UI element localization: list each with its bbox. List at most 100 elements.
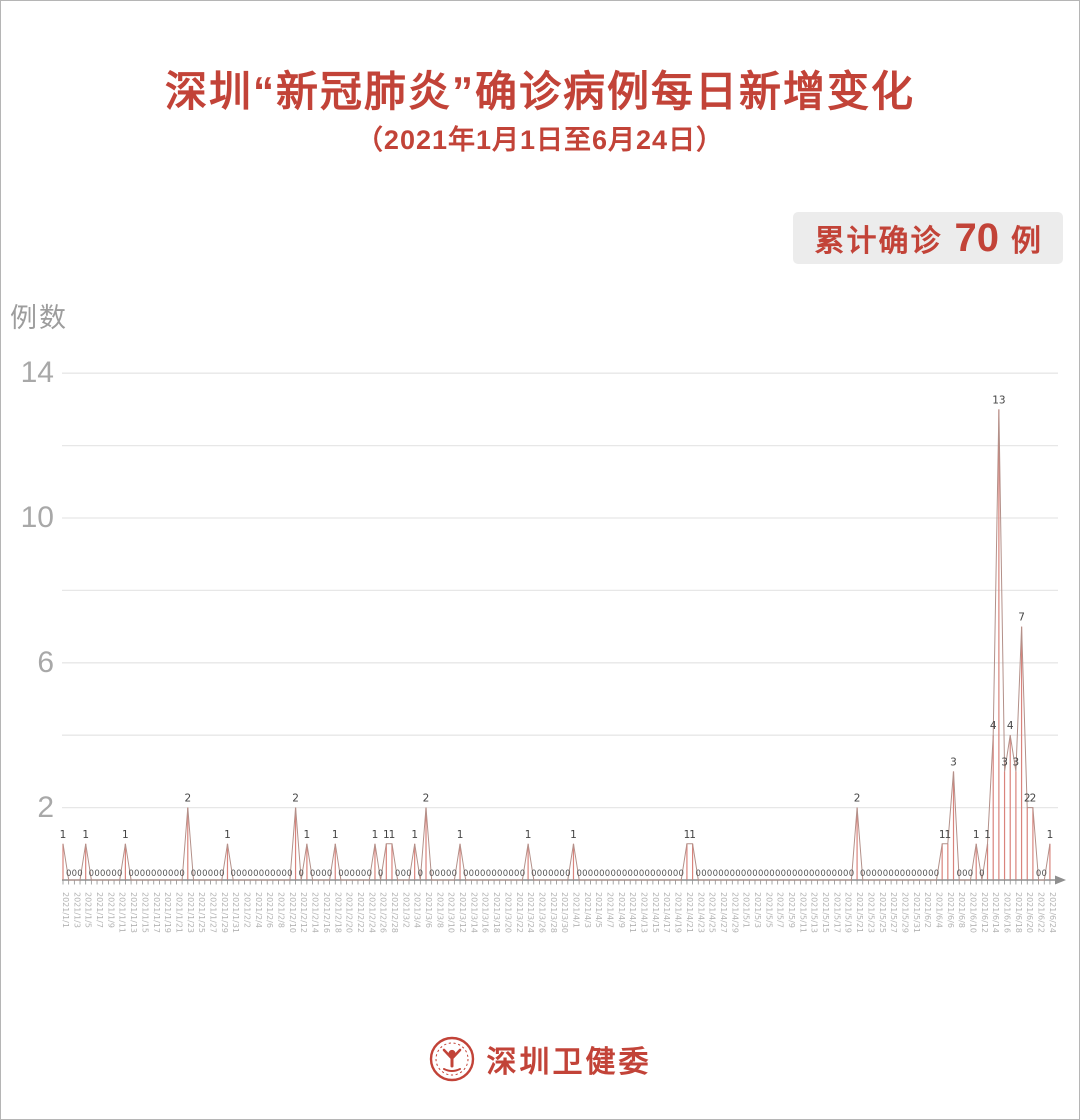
svg-text:0: 0 [775, 869, 780, 879]
svg-text:0: 0 [747, 869, 752, 879]
svg-text:2021/1/31: 2021/1/31 [231, 892, 240, 933]
svg-text:0: 0 [89, 869, 94, 879]
svg-text:0: 0 [395, 869, 400, 879]
svg-text:2021/5/23: 2021/5/23 [866, 892, 875, 933]
svg-text:2021/3/26: 2021/3/26 [537, 892, 546, 933]
svg-text:0: 0 [588, 869, 593, 879]
cumulative-total-badge: 累计确诊 70 例 [792, 212, 1063, 264]
svg-text:0: 0 [480, 869, 485, 879]
svg-text:0: 0 [554, 869, 559, 879]
svg-text:0: 0 [452, 869, 457, 879]
svg-text:4: 4 [990, 720, 997, 732]
svg-text:0: 0 [673, 869, 678, 879]
x-axis-date-labels: 2021/1/1 2021/1/3 2021/1/5 2021/1/7 2021/1/9… [61, 892, 1057, 933]
svg-text:0: 0 [111, 869, 116, 879]
svg-text:0: 0 [860, 869, 865, 879]
svg-text:2021/2/8: 2021/2/8 [277, 892, 286, 928]
svg-text:0: 0 [316, 869, 321, 879]
svg-text:2021/1/9: 2021/1/9 [106, 892, 115, 928]
svg-text:0: 0 [1036, 869, 1041, 879]
svg-text:2021/3/12: 2021/3/12 [458, 892, 467, 933]
svg-text:0: 0 [469, 869, 474, 879]
svg-text:0: 0 [820, 869, 825, 879]
svg-text:0: 0 [888, 869, 893, 879]
svg-text:2021/6/8: 2021/6/8 [957, 892, 966, 928]
svg-text:0: 0 [713, 869, 718, 879]
svg-text:0: 0 [355, 869, 360, 879]
svg-text:2021/1/29: 2021/1/29 [220, 892, 229, 933]
svg-text:0: 0 [429, 869, 434, 879]
svg-text:0: 0 [287, 869, 292, 879]
svg-text:0: 0 [781, 869, 786, 879]
svg-text:0: 0 [792, 869, 797, 879]
svg-text:2021/5/27: 2021/5/27 [889, 892, 898, 933]
svg-text:2021/2/26: 2021/2/26 [379, 892, 388, 933]
svg-text:0: 0 [520, 869, 525, 879]
svg-text:0: 0 [157, 869, 162, 879]
svg-text:0: 0 [667, 869, 672, 879]
svg-text:2021/5/21: 2021/5/21 [855, 892, 864, 933]
svg-text:2021/1/17: 2021/1/17 [152, 892, 161, 933]
svg-text:2021/5/5: 2021/5/5 [764, 892, 773, 928]
svg-text:2: 2 [423, 793, 430, 805]
svg-text:2021/3/2: 2021/3/2 [401, 892, 410, 928]
svg-text:2021/4/25: 2021/4/25 [708, 892, 717, 933]
svg-text:2021/3/30: 2021/3/30 [560, 892, 569, 933]
svg-text:0: 0 [145, 869, 150, 879]
y-axis-tick-2: 2 [37, 791, 54, 824]
svg-text:2021/4/13: 2021/4/13 [640, 892, 649, 933]
svg-text:0: 0 [321, 869, 326, 879]
svg-text:1: 1 [457, 829, 464, 841]
svg-text:0: 0 [299, 869, 304, 879]
svg-text:2021/4/15: 2021/4/15 [651, 892, 660, 933]
svg-text:0: 0 [219, 869, 224, 879]
svg-text:2021/1/19: 2021/1/19 [163, 892, 172, 933]
svg-text:0: 0 [622, 869, 627, 879]
svg-text:2021/6/14: 2021/6/14 [991, 892, 1000, 933]
svg-text:2021/1/7: 2021/1/7 [95, 892, 104, 928]
svg-text:2021/4/29: 2021/4/29 [730, 892, 739, 933]
svg-text:2021/6/16: 2021/6/16 [1003, 892, 1012, 933]
svg-text:0: 0 [474, 869, 479, 879]
svg-text:0: 0 [735, 869, 740, 879]
svg-text:0: 0 [917, 869, 922, 879]
svg-text:7: 7 [1018, 612, 1025, 624]
svg-text:0: 0 [100, 869, 105, 879]
svg-text:0: 0 [593, 869, 598, 879]
svg-text:0: 0 [633, 869, 638, 879]
svg-text:0: 0 [367, 869, 372, 879]
svg-text:2021/3/16: 2021/3/16 [481, 892, 490, 933]
svg-text:0: 0 [77, 869, 82, 879]
svg-text:0: 0 [730, 869, 735, 879]
svg-text:0: 0 [440, 869, 445, 879]
svg-text:1: 1 [389, 829, 396, 841]
svg-text:3: 3 [950, 756, 957, 768]
svg-text:0: 0 [616, 869, 621, 879]
svg-text:2021/5/25: 2021/5/25 [878, 892, 887, 933]
svg-text:0: 0 [582, 869, 587, 879]
svg-text:2021/5/9: 2021/5/9 [787, 892, 796, 928]
svg-text:2021/1/15: 2021/1/15 [140, 892, 149, 933]
svg-text:0: 0 [106, 869, 111, 879]
svg-text:0: 0 [236, 869, 241, 879]
svg-text:2021/2/12: 2021/2/12 [299, 892, 308, 933]
svg-text:0: 0 [191, 869, 196, 879]
svg-text:0: 0 [662, 869, 667, 879]
svg-text:0: 0 [497, 869, 502, 879]
svg-text:0: 0 [815, 869, 820, 879]
svg-text:1: 1 [332, 829, 339, 841]
svg-text:0: 0 [196, 869, 201, 879]
svg-text:0: 0 [962, 869, 967, 879]
svg-text:1: 1 [944, 829, 951, 841]
svg-text:0: 0 [253, 869, 258, 879]
svg-text:0: 0 [168, 869, 173, 879]
shenzhen-health-logo-icon [429, 1036, 474, 1082]
svg-text:2021/3/8: 2021/3/8 [435, 892, 444, 928]
badge-count: 70 [954, 215, 1000, 260]
svg-text:2021/5/3: 2021/5/3 [753, 892, 762, 928]
svg-text:2021/6/2: 2021/6/2 [923, 892, 932, 928]
svg-text:0: 0 [866, 869, 871, 879]
svg-text:0: 0 [645, 869, 650, 879]
svg-text:1: 1 [224, 829, 231, 841]
